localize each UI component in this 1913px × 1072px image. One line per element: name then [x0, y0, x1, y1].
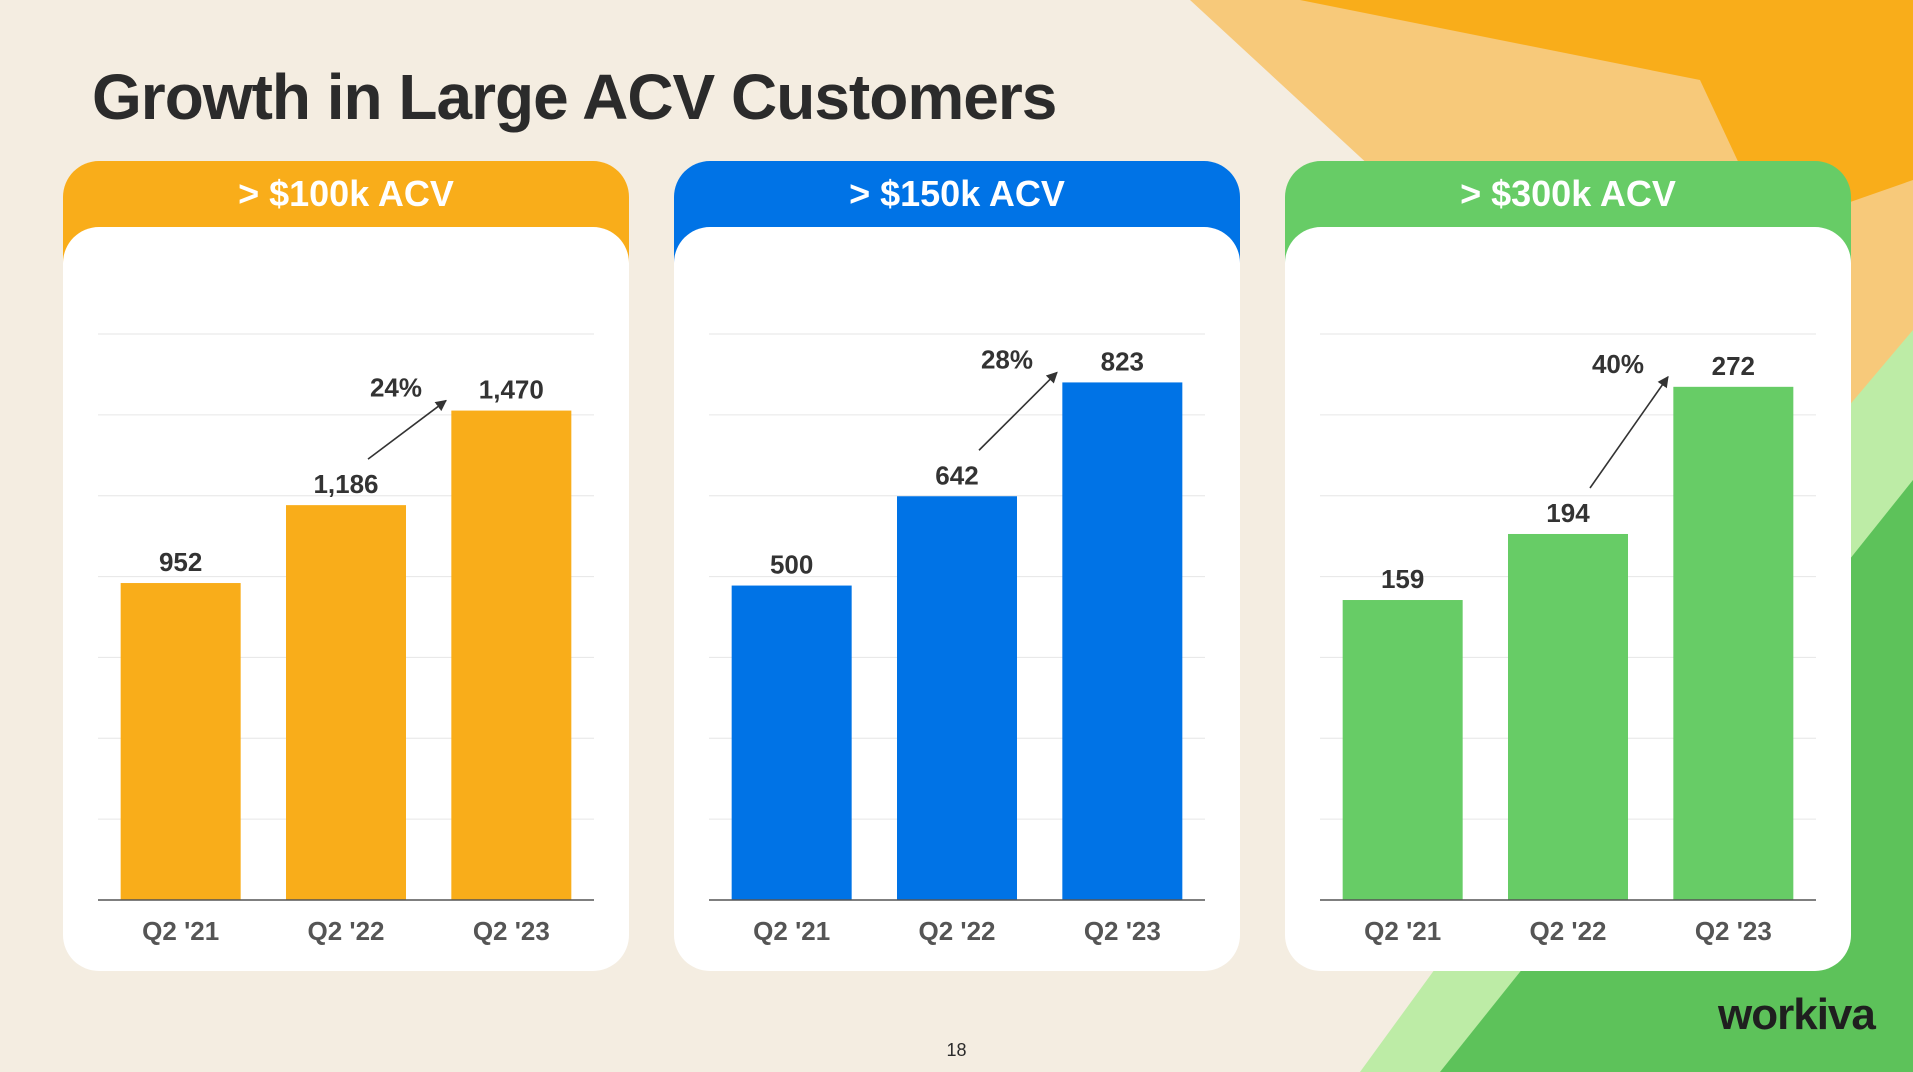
data-label: 272 — [1712, 351, 1755, 381]
x-tick-label: Q2 '22 — [1529, 916, 1606, 946]
bar — [451, 410, 572, 900]
chart-panel-150k: > $150k ACV 500 Q2 '21 642 Q2 '22 823 Q2 '23 2… — [674, 161, 1240, 971]
growth-label: 28% — [981, 344, 1033, 374]
panel-title: > $300k ACV — [1460, 173, 1676, 214]
data-label: 952 — [159, 547, 202, 577]
x-tick-label: Q2 '21 — [1364, 916, 1441, 946]
growth-arrow — [1589, 375, 1669, 489]
page-number: 18 — [946, 1040, 967, 1060]
data-label: 642 — [935, 460, 978, 490]
x-tick-label: Q2 '21 — [753, 916, 830, 946]
data-label: 1,186 — [313, 469, 378, 499]
data-label: 194 — [1546, 498, 1590, 528]
bar — [120, 583, 241, 900]
chart-panel-300k: > $300k ACV 159 Q2 '21 194 Q2 '22 272 Q2 '23 4… — [1285, 161, 1851, 971]
growth-label: 40% — [1592, 349, 1644, 379]
chart-panel-100k: > $100k ACV 952 Q2 '21 1,186 Q2 '22 1,470 Q2 … — [63, 161, 629, 971]
data-label: 823 — [1101, 346, 1144, 376]
growth-label: 24% — [370, 373, 422, 403]
bar-chart: 159 Q2 '21 194 Q2 '22 272 Q2 '23 40% — [1320, 333, 1816, 946]
data-label: 500 — [770, 550, 813, 580]
data-label: 1,470 — [479, 375, 544, 405]
x-tick-label: Q2 '23 — [1084, 916, 1161, 946]
bar — [1062, 382, 1183, 900]
bar — [1342, 600, 1463, 900]
bar — [897, 496, 1017, 900]
x-tick-label: Q2 '22 — [307, 916, 384, 946]
x-tick-label: Q2 '23 — [1695, 916, 1772, 946]
bar-chart: 952 Q2 '21 1,186 Q2 '22 1,470 Q2 '23 24% — [98, 333, 594, 946]
bar — [286, 505, 406, 900]
data-label: 159 — [1381, 564, 1424, 594]
bar — [731, 585, 852, 900]
x-tick-label: Q2 '22 — [918, 916, 995, 946]
bar-chart: 500 Q2 '21 642 Q2 '22 823 Q2 '23 28% — [709, 333, 1205, 946]
panel-title: > $100k ACV — [238, 173, 454, 214]
bar — [1673, 386, 1794, 900]
workiva-logo: workiva — [1718, 990, 1876, 1039]
panel-title: > $150k ACV — [849, 173, 1065, 214]
growth-arrow — [367, 399, 447, 460]
x-tick-label: Q2 '23 — [473, 916, 550, 946]
bar — [1508, 533, 1628, 900]
growth-arrow — [978, 371, 1058, 451]
page-title: Growth in Large ACV Customers — [92, 61, 1057, 133]
x-tick-label: Q2 '21 — [142, 916, 219, 946]
